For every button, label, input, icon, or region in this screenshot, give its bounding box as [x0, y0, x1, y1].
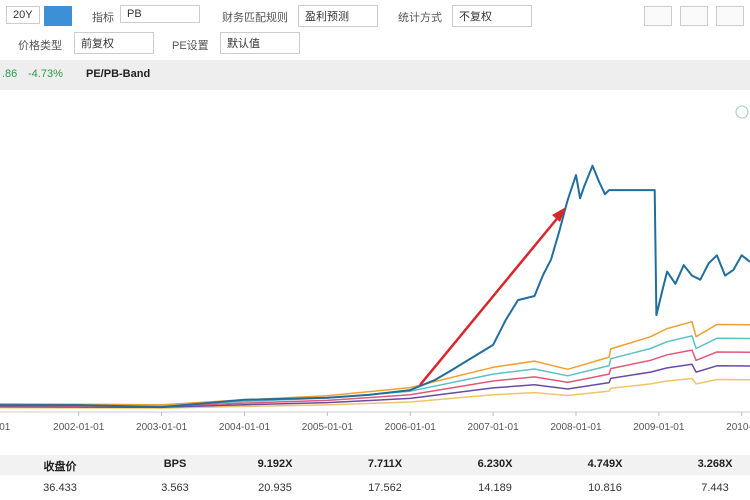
stat-select[interactable]: 不复权	[452, 5, 532, 27]
x-tick-label: -01-01	[0, 422, 11, 433]
chart-toggle[interactable]	[44, 6, 72, 26]
icon-button[interactable]	[644, 6, 672, 26]
stat-label: 统计方式	[398, 12, 442, 24]
x-tick-label: 2010-0	[726, 422, 750, 433]
price-select[interactable]: 前复权	[74, 32, 154, 54]
indicator-select[interactable]: PB	[120, 5, 200, 23]
icon-button[interactable]	[680, 6, 708, 26]
table-cell: 3.563	[161, 482, 189, 494]
indicator-label: 指标	[92, 12, 114, 24]
toolbar: 20Y 指标 PB 财务匹配规则 盈利预测 统计方式 不复权 价格类型 前复权 …	[0, 0, 750, 56]
table-cell: 36.433	[43, 482, 77, 494]
quote-price: .86	[2, 68, 18, 80]
band-table: 收盘价 BPS 9.192X 7.711X 6.230X 4.749X 3.268X 36.4…	[0, 455, 750, 500]
table-header-cell: BPS	[163, 458, 187, 470]
table-header-cell: 9.192X	[257, 458, 293, 470]
icon-button[interactable]	[716, 6, 744, 26]
match-select[interactable]: 盈利预测	[298, 5, 378, 27]
table-header-cell: 3.268X	[697, 458, 733, 470]
x-tick-label: 2005-01-01	[302, 422, 354, 433]
series-line	[0, 349, 750, 408]
table-cell: 14.189	[478, 482, 512, 494]
info-icon[interactable]	[735, 105, 749, 119]
x-tick-label: 2004-01-01	[219, 422, 271, 433]
chart: -01-01 2002-01-01 2003-01-01 2004-01-01 2005…	[0, 105, 750, 433]
pe-label: PE设置	[172, 40, 209, 52]
range-button[interactable]: 20Y	[6, 6, 40, 24]
x-tick-label: 2006-01-01	[385, 422, 437, 433]
annotation-arrow	[419, 214, 561, 386]
x-tick-label: 2007-01-01	[468, 422, 520, 433]
table-cell: 10.816	[588, 482, 622, 494]
table-cell: 17.562	[368, 482, 402, 494]
table-header-bg	[0, 455, 750, 475]
series-line	[0, 164, 750, 409]
x-tick-label: 2009-01-01	[633, 422, 685, 433]
match-label: 财务匹配规则	[222, 12, 288, 24]
x-tick-label: 2008-01-01	[550, 422, 602, 433]
table-cell: 20.935	[258, 482, 292, 494]
series-line	[0, 363, 750, 409]
quote-bar: .86 -4.73% PE/PB-Band	[0, 60, 750, 90]
x-tick-label: 2003-01-01	[136, 422, 188, 433]
table-cell: 7.443	[701, 482, 729, 494]
annotation-arrowhead	[552, 207, 566, 222]
table-header-cell: 收盘价	[43, 461, 77, 473]
pe-select[interactable]: 默认值	[220, 32, 300, 54]
table-header-cell: 7.711X	[367, 458, 403, 470]
series-line	[0, 377, 750, 409]
x-tick-label: 2002-01-01	[53, 422, 105, 433]
quote-title: PE/PB-Band	[86, 68, 151, 80]
table-header-cell: 6.230X	[477, 458, 513, 470]
price-label: 价格类型	[18, 40, 62, 52]
table-header-cell: 4.749X	[587, 458, 623, 470]
quote-change: -4.73%	[28, 68, 63, 80]
